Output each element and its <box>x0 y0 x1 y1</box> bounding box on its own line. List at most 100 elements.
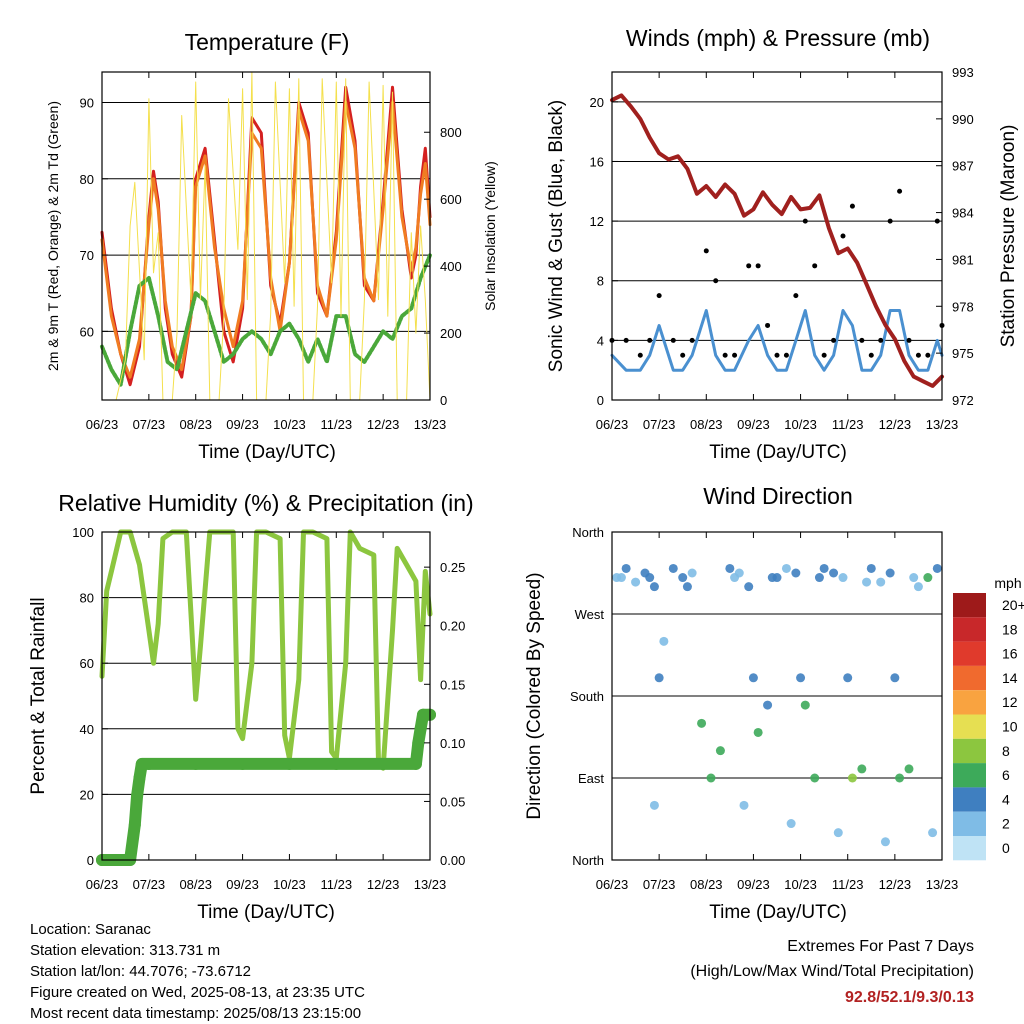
direction-point <box>923 573 933 583</box>
x-tick-label: 06/23 <box>86 877 119 892</box>
y2-tick-label: 987 <box>952 159 974 174</box>
colorbar-label: 16 <box>1002 646 1018 662</box>
series-point-gust <box>793 293 799 299</box>
colorbar-swatch <box>953 811 986 836</box>
colorbar-label: 0 <box>1002 840 1010 856</box>
y-tick-label: 4 <box>597 333 604 348</box>
series-point-gust <box>897 188 903 194</box>
series-point-gust <box>906 337 912 343</box>
x-tick-label: 10/23 <box>273 417 306 432</box>
y2-tick-label: 975 <box>952 346 974 361</box>
direction-point <box>890 673 900 683</box>
x-tick-label: 11/23 <box>832 417 864 432</box>
chart-title: Relative Humidity (%) & Precipitation (i… <box>58 490 473 516</box>
y-tick-label: 80 <box>80 172 94 187</box>
y-tick-label: 0 <box>597 393 604 408</box>
chart-title: Wind Direction <box>703 483 853 509</box>
y-tick-label: West <box>575 607 605 622</box>
y2-tick-label: 600 <box>440 192 462 207</box>
x-tick-label: 12/23 <box>879 877 912 892</box>
y2-tick-label: 800 <box>440 125 462 140</box>
direction-point <box>697 718 707 728</box>
direction-point <box>687 568 697 578</box>
series-point-gust <box>623 337 629 343</box>
y-tick-label: East <box>578 771 604 786</box>
series-point-gust <box>831 337 837 343</box>
chart-title: Winds (mph) & Pressure (mb) <box>626 25 930 51</box>
y-tick-label: 100 <box>72 525 94 540</box>
direction-point <box>682 582 692 592</box>
direction-point <box>909 573 919 583</box>
x-tick-label: 10/23 <box>273 877 306 892</box>
direction-point <box>876 577 886 587</box>
direction-point <box>631 577 641 587</box>
y-tick-label: 12 <box>590 214 604 229</box>
y2-tick-label: 984 <box>952 206 974 221</box>
y-tick-label: 20 <box>590 95 604 110</box>
colorbar-label: 18 <box>1002 621 1018 637</box>
direction-point <box>829 568 839 578</box>
direction-point <box>895 773 905 783</box>
direction-point <box>904 764 914 774</box>
x-tick-label: 10/23 <box>784 417 817 432</box>
series-point-gust <box>859 337 865 343</box>
y2-tick-label: 978 <box>952 299 974 314</box>
x-tick-label: 12/23 <box>367 877 400 892</box>
x-tick-label: 08/23 <box>179 417 212 432</box>
y-tick-label: 16 <box>590 154 604 169</box>
direction-point <box>838 573 848 583</box>
direction-point <box>730 573 740 583</box>
y-tick-label: 80 <box>80 591 94 606</box>
direction-point <box>659 636 669 646</box>
direction-point <box>739 800 749 810</box>
colorbar-swatch <box>953 617 986 642</box>
x-tick-label: 06/23 <box>596 877 629 892</box>
y-tick-label: 20 <box>80 787 94 802</box>
direction-point <box>862 577 872 587</box>
x-tick-label: 11/23 <box>320 877 352 892</box>
x-tick-label: 07/23 <box>643 877 676 892</box>
colorbar-unit: mph <box>994 575 1021 591</box>
series-point-gust <box>755 263 761 269</box>
series-point-gust <box>774 352 780 358</box>
x-tick-label: 08/23 <box>690 417 723 432</box>
y2-axis-label: Solar Insolation (Yellow) <box>482 161 498 311</box>
direction-point <box>847 773 857 783</box>
colorbar-label: 6 <box>1002 767 1010 783</box>
plot-frame <box>101 71 431 401</box>
direction-point <box>932 563 942 573</box>
direction-point <box>748 673 758 683</box>
direction-point <box>796 673 806 683</box>
footer-location: Location: Saranac <box>30 921 151 938</box>
x-tick-label: 10/23 <box>784 877 817 892</box>
series-point-gust <box>670 337 676 343</box>
colorbar-swatch <box>953 593 986 618</box>
direction-point <box>706 773 716 783</box>
x-tick-label: 09/23 <box>226 877 259 892</box>
direction-point <box>866 563 876 573</box>
footer-elevation: Station elevation: 313.731 m <box>30 942 221 959</box>
y2-tick-label: 400 <box>440 259 462 274</box>
y-axis-label: 2m & 9m T (Red, Orange) & 2m Td (Green) <box>45 101 61 371</box>
y-tick-label: 60 <box>80 324 94 339</box>
x-tick-label: 13/23 <box>926 417 959 432</box>
extremes-values: 92.8/52.1/9.3/0.13 <box>845 989 974 1006</box>
direction-point <box>880 837 890 847</box>
direction-point <box>649 800 659 810</box>
x-tick-label: 12/23 <box>879 417 912 432</box>
series-point-gust <box>887 218 893 224</box>
y2-tick-label: 0.00 <box>440 853 465 868</box>
x-tick-label: 12/23 <box>367 417 400 432</box>
x-tick-label: 13/23 <box>926 877 959 892</box>
direction-point <box>744 582 754 592</box>
series-point-gust <box>915 352 921 358</box>
series-line-sonic-wind <box>610 309 944 372</box>
footer-recent: Most recent data timestamp: 2025/08/13 2… <box>30 1005 362 1022</box>
direction-point <box>649 582 659 592</box>
series-point-gust <box>703 248 709 254</box>
series-point-gust <box>656 293 662 299</box>
colorbar-swatch <box>953 641 986 666</box>
colorbar-swatch <box>953 763 986 788</box>
y2-tick-label: 981 <box>952 252 974 267</box>
